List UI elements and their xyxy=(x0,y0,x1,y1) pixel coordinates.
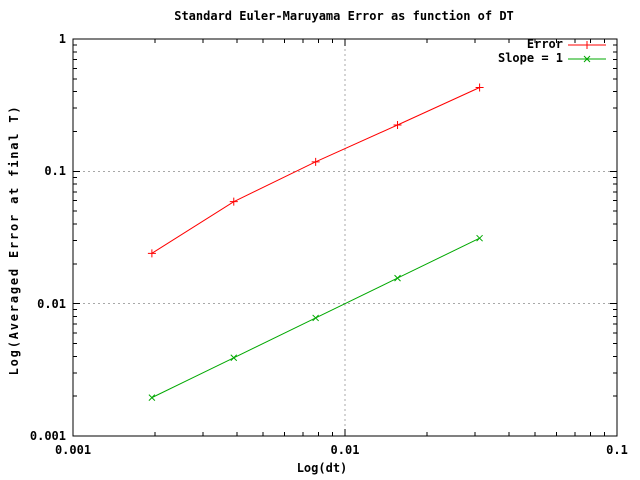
y-axis-label: Log(Averaged Error at final T) xyxy=(7,104,21,376)
series-markers-1 xyxy=(148,55,591,401)
plot-frame xyxy=(72,38,618,437)
x-tick-label: 0.001 xyxy=(54,443,92,457)
series-markers-0 xyxy=(147,41,591,258)
legend-entry-error: Error xyxy=(350,38,563,51)
y-tick-label: 0.01 xyxy=(37,296,66,311)
x-tick-label: 0.1 xyxy=(606,443,628,457)
x-tick-label: 0.01 xyxy=(330,443,360,457)
legend-label-slope: Slope = 1 xyxy=(497,51,563,65)
y-tick-label: 0.1 xyxy=(44,164,66,179)
chart-title: Standard Euler-Maruyama Error as functio… xyxy=(174,9,514,23)
y-tick-label: 1 xyxy=(58,32,66,46)
legend-entry-slope: Slope = 1 xyxy=(350,52,563,65)
x-axis-label: Log(dt) xyxy=(296,461,348,475)
series-line-0 xyxy=(151,87,480,254)
legend-label-error: Error xyxy=(526,37,563,51)
axis-ticks xyxy=(72,38,618,437)
y-tick-label: 0.001 xyxy=(29,429,66,443)
